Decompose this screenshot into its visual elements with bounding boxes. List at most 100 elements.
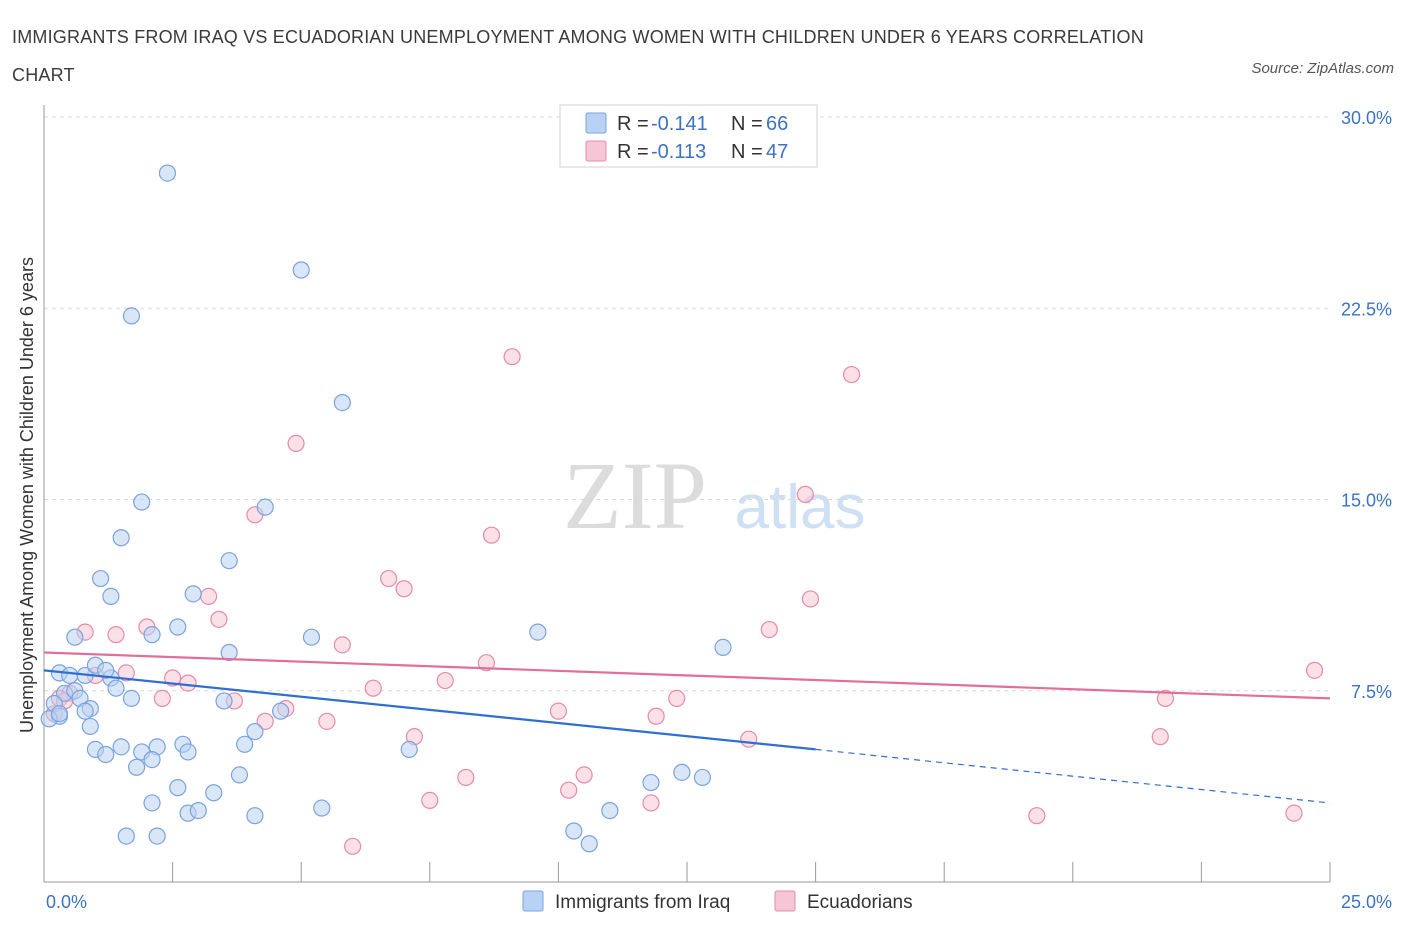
iraq-point-60: [313, 799, 331, 817]
ecuadorians-point-28: [668, 689, 686, 708]
y-tick-label-3: 30.0%: [1341, 108, 1392, 128]
ecuadorians-point-45: [1028, 807, 1046, 825]
axes: [43, 105, 1331, 883]
y-tick-label-1: 15.0%: [1341, 491, 1392, 511]
iraq-point-9: [102, 587, 120, 606]
watermark-atlas: atlas: [735, 473, 866, 542]
ecuadorians-point-2: [287, 434, 305, 452]
iraq-point-13: [143, 626, 161, 644]
iraq-point-63: [148, 827, 166, 845]
ecuadorians-point-18: [477, 654, 495, 672]
x-tick-label-max: 25.0%: [1341, 892, 1392, 912]
ecuadorians-point-47: [344, 837, 362, 855]
iraq-point-0: [158, 164, 177, 182]
ecuadorians-point-0: [503, 348, 521, 366]
ecuadorians-point-1: [843, 365, 861, 384]
iraq-point-11: [66, 628, 84, 646]
iraq-point-51: [642, 773, 660, 792]
iraq-point-45: [179, 743, 197, 761]
legend-swatch-ecuadorians: [585, 140, 607, 162]
iraq-point-1: [292, 261, 310, 279]
watermark-zip: ZIP: [563, 442, 707, 549]
ecuadorians-point-46: [1285, 804, 1303, 822]
iraq-point-6: [112, 529, 130, 547]
x-tick-label-min: 0.0%: [46, 892, 87, 912]
ecuadorians-point-40: [457, 768, 475, 787]
chart-title: IMMIGRANTS FROM IRAQ VS ECUADORIAN UNEMP…: [12, 27, 1144, 85]
gridlines: [44, 116, 1330, 692]
ecuadorians-point-6: [380, 569, 398, 588]
ecuadorians-point-37: [740, 730, 758, 748]
y-tick-label-2: 22.5%: [1341, 299, 1392, 319]
ecuadorians-point-9: [801, 590, 820, 608]
iraq-point-46: [236, 735, 254, 753]
iraq-point-4: [133, 493, 151, 511]
bottom-legend-swatch-iraq: [522, 890, 544, 912]
ecuadorians-point-43: [421, 791, 439, 810]
iraq-point-35: [215, 692, 233, 710]
ecuadorians-point-20: [179, 674, 197, 692]
iraq-point-2: [122, 307, 141, 325]
ecuadorians-point-34: [318, 712, 336, 730]
ecuadorians-point-5: [482, 526, 501, 544]
ecuadorians-point-35: [549, 702, 568, 720]
ecuadorians-point-36: [647, 707, 665, 725]
iraq-point-52: [673, 763, 691, 781]
bottom-legend-swatch-ecuadorians: [774, 890, 796, 912]
iraq-point-64: [565, 822, 583, 840]
trend-line-iraq: [43, 669, 816, 751]
iraq-point-12: [169, 618, 187, 636]
bottom-legend-label-ecuadorians: Ecuadorians: [807, 892, 913, 913]
iraq-point-15: [302, 628, 321, 646]
legend-n-label-iraq: N =: [731, 113, 763, 135]
ecuadorians-point-7: [395, 580, 413, 598]
y-axis-title: Unemployment Among Women with Children U…: [17, 257, 37, 733]
iraq-point-54: [169, 779, 187, 797]
ecuadorians-point-3: [796, 485, 814, 503]
legend-swatch-iraq: [585, 112, 607, 134]
trend-lines: [43, 651, 1331, 804]
iraq-point-50: [230, 766, 249, 784]
iraq-point-62: [117, 827, 135, 845]
ecuadorians-point-16: [117, 664, 135, 682]
legend-r-label-iraq: R =: [617, 113, 649, 135]
ecuadorians-point-33: [256, 712, 274, 730]
ecuadorians-point-10: [210, 610, 228, 628]
iraq-point-49: [143, 750, 161, 769]
ecuadorians-point-42: [560, 781, 578, 799]
bottom-legend-label-iraq: Immigrants from Iraq: [555, 892, 730, 913]
iraq-point-47: [400, 740, 418, 759]
ecuadorians-point-19: [164, 669, 182, 687]
iraq-point-59: [246, 807, 264, 825]
iraq-point-28: [122, 689, 141, 708]
legend-n-label-ecuadorians: N =: [731, 141, 763, 163]
iraq-point-23: [97, 661, 115, 679]
iraq-point-34: [50, 705, 69, 723]
iraq-point-38: [246, 722, 264, 741]
trend-line-ecuadorians: [43, 651, 1331, 700]
iraq-point-65: [580, 835, 598, 853]
iraq-point-27: [107, 679, 125, 697]
ecuadorians-point-21: [436, 671, 454, 690]
iraq-point-3: [333, 394, 351, 412]
iraq-point-14: [220, 643, 238, 662]
ecuadorians-point-38: [1151, 728, 1169, 746]
legend-n-value-iraq: 66: [766, 113, 788, 135]
ecuadorians-point-14: [333, 636, 351, 654]
legend-n-value-ecuadorians: 47: [766, 141, 788, 163]
iraq-point-58: [189, 801, 207, 820]
series-legend: Immigrants from Iraq Ecuadorians: [522, 890, 913, 913]
iraq-point-36: [272, 702, 290, 720]
iraq-point-53: [693, 768, 712, 787]
iraq-point-48: [127, 758, 146, 776]
legend-r-label-ecuadorians: R =: [617, 141, 649, 163]
trend-line-iraq-extension: [815, 748, 1331, 804]
iraq-point-41: [112, 738, 130, 756]
legend-r-value-ecuadorians: -0.113: [651, 141, 706, 163]
ecuadorians-point-15: [760, 620, 778, 639]
iraq-point-17: [714, 638, 732, 657]
iraq-point-5: [256, 498, 274, 516]
iraq-point-16: [529, 623, 547, 641]
ecuadorians-point-41: [575, 766, 593, 784]
